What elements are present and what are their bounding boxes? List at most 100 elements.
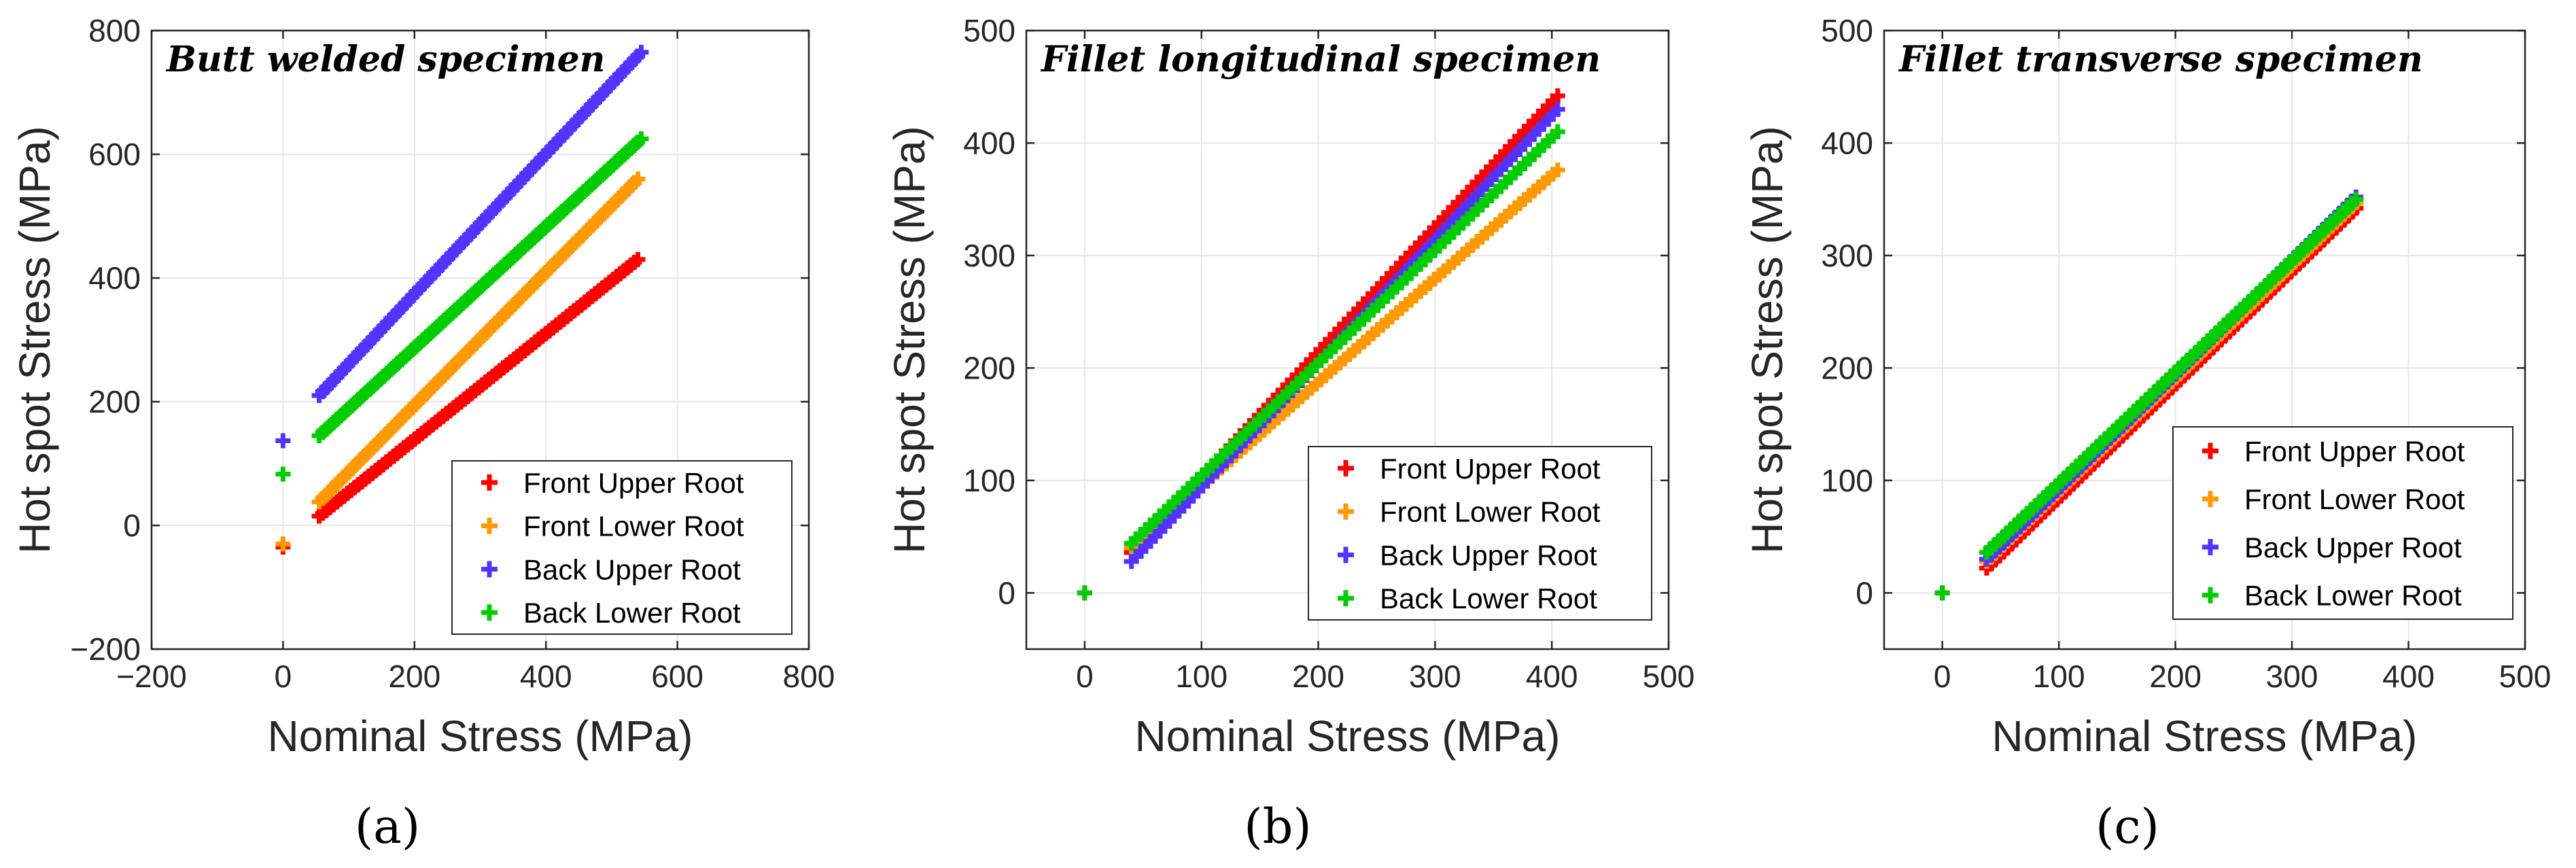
x-tick-label: 200 <box>388 659 440 694</box>
y-axis-label: Hot spot Stress (MPa) <box>885 126 934 554</box>
data-point <box>630 171 646 187</box>
legend-box <box>2172 426 2513 620</box>
legend-marker <box>481 561 498 578</box>
y-axis-label: Hot spot Stress (MPa) <box>1743 126 1792 554</box>
y-tick-label: 300 <box>1821 238 1873 273</box>
legend: Front Upper Root Front Lower Root Back Upp… <box>2172 426 2513 620</box>
chart-title: Fillet transverse specimen <box>1898 39 2423 80</box>
legend-entry: Front Lower Root <box>1380 496 1601 528</box>
x-tick-label: −200 <box>116 659 187 694</box>
data-point <box>2348 192 2364 207</box>
legend-entry: Back Lower Root <box>2244 580 2462 612</box>
y-tick-label: 100 <box>1821 463 1873 498</box>
x-tick-label: 200 <box>1292 659 1344 694</box>
legend-entry: Front Lower Root <box>523 510 744 542</box>
x-tick-label: 400 <box>1526 659 1578 694</box>
data-point-outlier <box>1934 585 1950 601</box>
series-front-lower-root <box>275 171 646 552</box>
legend-box <box>1308 446 1652 621</box>
chart-panel-2: 0 100 200 300 400 500 0 100 200 300 400 500 Nominal … <box>885 13 1694 854</box>
y-tick-label: 400 <box>88 260 141 296</box>
chart-title: Butt welded specimen <box>165 39 605 80</box>
chart-title: Fillet longitudinal specimen <box>1040 39 1601 80</box>
x-tick-label: 500 <box>1643 659 1695 694</box>
legend-marker <box>2202 587 2218 604</box>
data-point-outlier <box>275 466 291 482</box>
legend-marker <box>1338 590 1354 607</box>
legend-box <box>451 460 793 635</box>
y-tick-label: 300 <box>963 238 1015 273</box>
chart-panel-3: 0 100 200 300 400 500 0 100 200 300 400 500 Nominal … <box>1743 13 2551 854</box>
y-tick-label: 0 <box>1856 575 1873 610</box>
legend-marker <box>481 474 498 491</box>
legend-entry: Back Lower Root <box>523 597 741 629</box>
legend: Front Upper Root Front Lower Root Back Upp… <box>1308 446 1652 621</box>
data-point <box>1550 124 1565 139</box>
panel-label: (c) <box>2095 799 2159 854</box>
data-point-outlier <box>275 536 291 552</box>
y-tick-label: 600 <box>88 137 141 172</box>
x-axis-label: Nominal Stress (MPa) <box>268 712 693 761</box>
series-front-upper-root <box>275 251 646 555</box>
x-tick-label: 500 <box>2499 659 2552 694</box>
legend-marker <box>1338 546 1354 563</box>
x-tick-label: 0 <box>1934 659 1951 694</box>
x-tick-label: 200 <box>2149 659 2201 694</box>
y-tick-label: 500 <box>1821 13 1873 48</box>
x-tick-label: 400 <box>2382 659 2435 694</box>
panel-label: (b) <box>1244 799 1311 854</box>
panel-label: (a) <box>355 799 420 854</box>
legend-marker <box>2202 491 2218 508</box>
x-tick-label: 600 <box>651 659 703 694</box>
legend-entry: Front Lower Root <box>2244 483 2465 515</box>
legend-marker <box>1338 459 1354 476</box>
x-tick-label: 300 <box>1409 659 1461 694</box>
legend-entry: Front Upper Root <box>2244 435 2465 467</box>
legend-entry: Back Upper Root <box>1380 539 1597 571</box>
axes-box <box>150 29 810 650</box>
legend-marker <box>481 517 498 534</box>
legend-marker <box>1338 503 1354 520</box>
x-tick-label: 300 <box>2266 659 2318 694</box>
x-tick-label: 100 <box>2033 659 2085 694</box>
series-back-lower-root <box>1077 124 1565 601</box>
data-point-outlier <box>275 433 291 449</box>
y-tick-label: 400 <box>963 125 1015 160</box>
legend-entry: Front Upper Root <box>523 467 744 499</box>
series-back-lower-root <box>275 131 649 482</box>
axes-box <box>1883 29 2526 650</box>
legend-marker <box>2202 538 2218 555</box>
x-tick-label: 100 <box>1175 659 1228 694</box>
legend-entry: Back Upper Root <box>2244 532 2462 563</box>
legend-entry: Back Upper Root <box>523 553 741 585</box>
y-tick-label: 500 <box>963 13 1015 48</box>
legend: Front Upper Root Front Lower Root Back Upp… <box>451 460 793 635</box>
x-tick-label: 800 <box>783 659 835 694</box>
data-point <box>1550 162 1565 178</box>
y-tick-label: 100 <box>963 463 1015 498</box>
x-axis-label: Nominal Stress (MPa) <box>1135 712 1561 761</box>
data-point <box>630 251 646 267</box>
x-tick-label: 0 <box>1076 659 1094 694</box>
chart-panel-1: −200 0 200 400 600 800 −200 0 200 400 600 800 Nomina… <box>10 13 835 854</box>
y-tick-label: 200 <box>963 350 1015 385</box>
legend-marker <box>481 604 498 621</box>
data-point <box>633 131 649 147</box>
axes-box <box>1025 29 1670 650</box>
y-tick-label: 200 <box>88 384 141 419</box>
x-axis-label: Nominal Stress (MPa) <box>1992 712 2418 761</box>
data-point <box>633 44 649 60</box>
legend-marker <box>2202 442 2218 459</box>
y-tick-label: −200 <box>70 631 141 667</box>
x-tick-label: 0 <box>275 659 292 694</box>
data-point <box>1550 101 1565 117</box>
data-point <box>1550 88 1565 103</box>
series-back-upper-root <box>275 44 649 449</box>
data-point-outlier <box>1077 585 1092 601</box>
y-tick-label: 400 <box>1821 125 1873 160</box>
y-tick-label: 0 <box>123 508 141 543</box>
x-tick-label: 400 <box>520 659 572 694</box>
y-tick-label: 0 <box>998 575 1015 610</box>
y-axis-label: Hot spot Stress (MPa) <box>10 126 59 554</box>
